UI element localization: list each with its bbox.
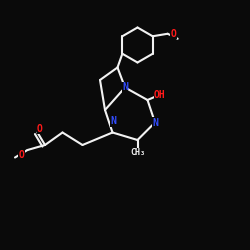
Text: N: N bbox=[152, 118, 158, 128]
Text: OH: OH bbox=[154, 90, 166, 100]
Text: O: O bbox=[18, 150, 24, 160]
Text: N: N bbox=[122, 82, 128, 92]
Text: CH₃: CH₃ bbox=[130, 148, 145, 157]
Text: O: O bbox=[171, 29, 177, 39]
Text: N: N bbox=[111, 116, 117, 126]
Text: O: O bbox=[37, 124, 43, 134]
